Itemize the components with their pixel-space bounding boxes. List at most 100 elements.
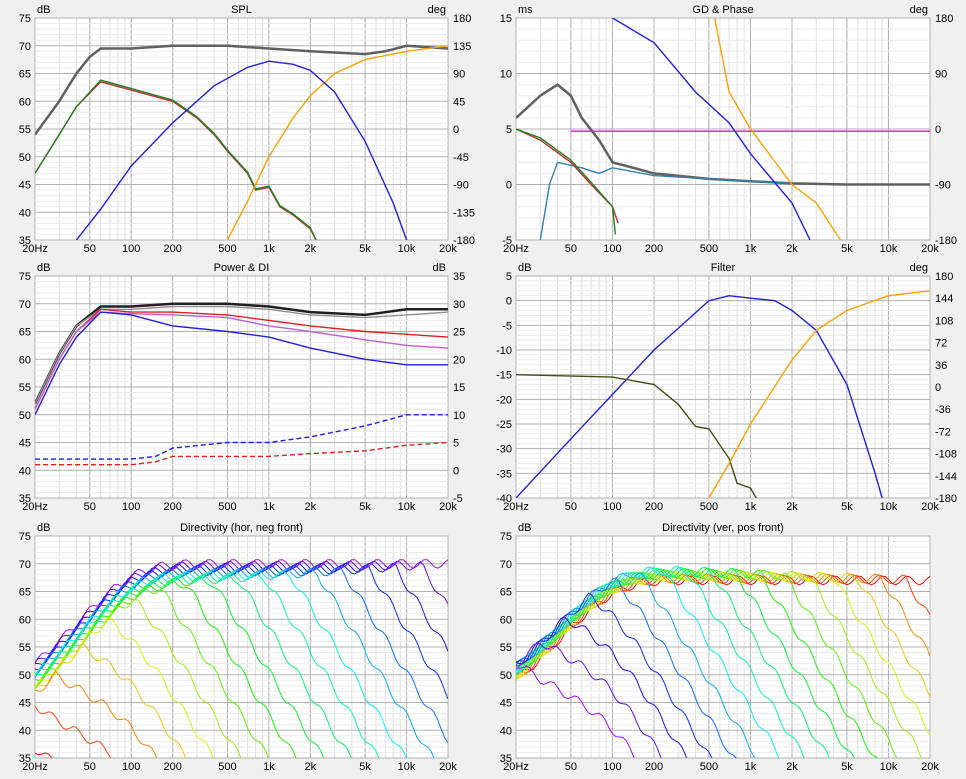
x-tick-label: 500 bbox=[218, 243, 236, 255]
directivity-line-13 bbox=[516, 572, 756, 758]
y2-tick-label: 30 bbox=[453, 299, 465, 311]
y-tick-label: 35 bbox=[19, 235, 31, 247]
x-tick-label: 500 bbox=[218, 761, 236, 773]
chart-panel-4: 50-5-10-15-20-25-30-35-4018014410872360-… bbox=[496, 262, 957, 513]
x-tick-label: 5k bbox=[359, 501, 371, 513]
left-axis-unit: dB bbox=[37, 262, 50, 274]
x-tick-label: 100 bbox=[603, 243, 621, 255]
x-tick-label: 20k bbox=[921, 243, 939, 255]
y-tick-label: 60 bbox=[19, 614, 31, 626]
y2-tick-label: -36 bbox=[935, 404, 951, 416]
y2-tick-label: 35 bbox=[453, 271, 465, 283]
y2-tick-label: 25 bbox=[453, 327, 465, 339]
y2-tick-label: 15 bbox=[453, 382, 465, 394]
y-tick-label: 70 bbox=[19, 559, 31, 571]
x-tick-label: 2k bbox=[786, 243, 798, 255]
y-tick-label: -30 bbox=[496, 444, 512, 456]
x-tick-label: 20k bbox=[439, 761, 457, 773]
directivity-line-15 bbox=[516, 592, 713, 758]
y-tick-label: 50 bbox=[19, 152, 31, 164]
y2-tick-label: -180 bbox=[453, 235, 475, 247]
y2-tick-label: 108 bbox=[935, 315, 953, 327]
y-tick-label: 35 bbox=[19, 753, 31, 765]
chart-panel-1: 75 70 65 60 55 50 45 40 35 180 135 90 45 0 -45 -90 -135 -… bbox=[19, 4, 475, 255]
y2-tick-label: 0 bbox=[935, 382, 941, 394]
x-tick-label: 10k bbox=[880, 501, 898, 513]
directivity-line-12 bbox=[35, 587, 269, 758]
y-tick-label: 5 bbox=[506, 271, 512, 283]
y-tick-label: 50 bbox=[19, 670, 31, 682]
directivity-line-8 bbox=[516, 568, 879, 758]
y-tick-label: 40 bbox=[19, 207, 31, 219]
directivity-curves bbox=[516, 566, 930, 758]
x-tick-label: 20Hz bbox=[503, 761, 529, 773]
y-tick-label: 75 bbox=[19, 13, 31, 25]
directivity-line-10 bbox=[516, 566, 830, 758]
y2-tick-label: 5 bbox=[453, 438, 459, 450]
left-axis-unit: ms bbox=[518, 4, 533, 16]
series-line-2 bbox=[516, 374, 757, 498]
x-tick-label: 10k bbox=[398, 501, 416, 513]
y-tick-label: 50 bbox=[19, 410, 31, 422]
y2-tick-label: -180 bbox=[935, 493, 957, 505]
directivity-line-17 bbox=[35, 705, 112, 758]
series-group-2 bbox=[516, 18, 930, 240]
right-axis-unit: deg bbox=[910, 262, 928, 274]
y2-tick-label: 72 bbox=[935, 338, 947, 350]
y-tick-label: -40 bbox=[496, 493, 512, 505]
directivity-line-8 bbox=[35, 572, 380, 758]
series-line-5 bbox=[35, 311, 448, 416]
x-tick-label: 1k bbox=[745, 243, 757, 255]
x-tick-label: 100 bbox=[122, 243, 140, 255]
x-tick-label: 5k bbox=[841, 761, 853, 773]
y-tick-label: 65 bbox=[19, 327, 31, 339]
x-tick-label: 200 bbox=[163, 501, 181, 513]
series-line-2 bbox=[35, 305, 448, 404]
y2-tick-label: 36 bbox=[935, 360, 947, 372]
y-tick-label: 60 bbox=[19, 354, 31, 366]
x-tick-label: 200 bbox=[645, 501, 663, 513]
y2-tick-label: -72 bbox=[935, 426, 951, 438]
y-tick-label: 75 bbox=[19, 531, 31, 543]
x-tick-label: 500 bbox=[700, 761, 718, 773]
directivity-line-7 bbox=[35, 570, 408, 758]
left-axis-unit: dB bbox=[518, 522, 531, 534]
y-tick-label: 0 bbox=[506, 180, 512, 192]
chart-title: Filter bbox=[711, 262, 736, 274]
chart-title: Directivity (hor, neg front) bbox=[180, 522, 303, 534]
right-axis-unit: deg bbox=[910, 4, 928, 16]
right-axis-unit: deg bbox=[428, 4, 446, 16]
x-tick-label: 2k bbox=[305, 501, 317, 513]
x-tick-label: 2k bbox=[786, 501, 798, 513]
y-tick-label: 35 bbox=[19, 493, 31, 505]
y-tick-label: 45 bbox=[19, 438, 31, 450]
y-tick-label: 70 bbox=[500, 559, 512, 571]
x-tick-label: 50 bbox=[565, 243, 577, 255]
y2-tick-label: 0 bbox=[453, 465, 459, 477]
y-tick-label: -15 bbox=[496, 370, 512, 382]
x-tick-label: 5k bbox=[841, 243, 853, 255]
x-tick-label: 50 bbox=[84, 761, 96, 773]
series-line-3 bbox=[708, 290, 930, 498]
x-tick-label: 100 bbox=[603, 501, 621, 513]
x-tick-label: 50 bbox=[565, 761, 577, 773]
series-line-1 bbox=[35, 44, 448, 136]
x-tick-label: 20k bbox=[921, 501, 939, 513]
x-tick-label: 20Hz bbox=[22, 761, 48, 773]
series-line-7 bbox=[35, 441, 448, 466]
y-tick-label: 40 bbox=[19, 725, 31, 737]
directivity-line-16 bbox=[35, 670, 158, 758]
y2-tick-label: -90 bbox=[935, 180, 951, 192]
x-tick-label: 10k bbox=[880, 243, 898, 255]
directivity-line-6 bbox=[516, 570, 922, 758]
x-tick-label: 20Hz bbox=[503, 501, 529, 513]
y2-tick-label: 180 bbox=[935, 13, 953, 25]
y2-tick-label: -45 bbox=[453, 152, 469, 164]
x-tick-label: 50 bbox=[565, 501, 577, 513]
y-tick-label: 60 bbox=[500, 614, 512, 626]
directivity-line-9 bbox=[35, 574, 352, 758]
y-tick-label: 45 bbox=[19, 698, 31, 710]
